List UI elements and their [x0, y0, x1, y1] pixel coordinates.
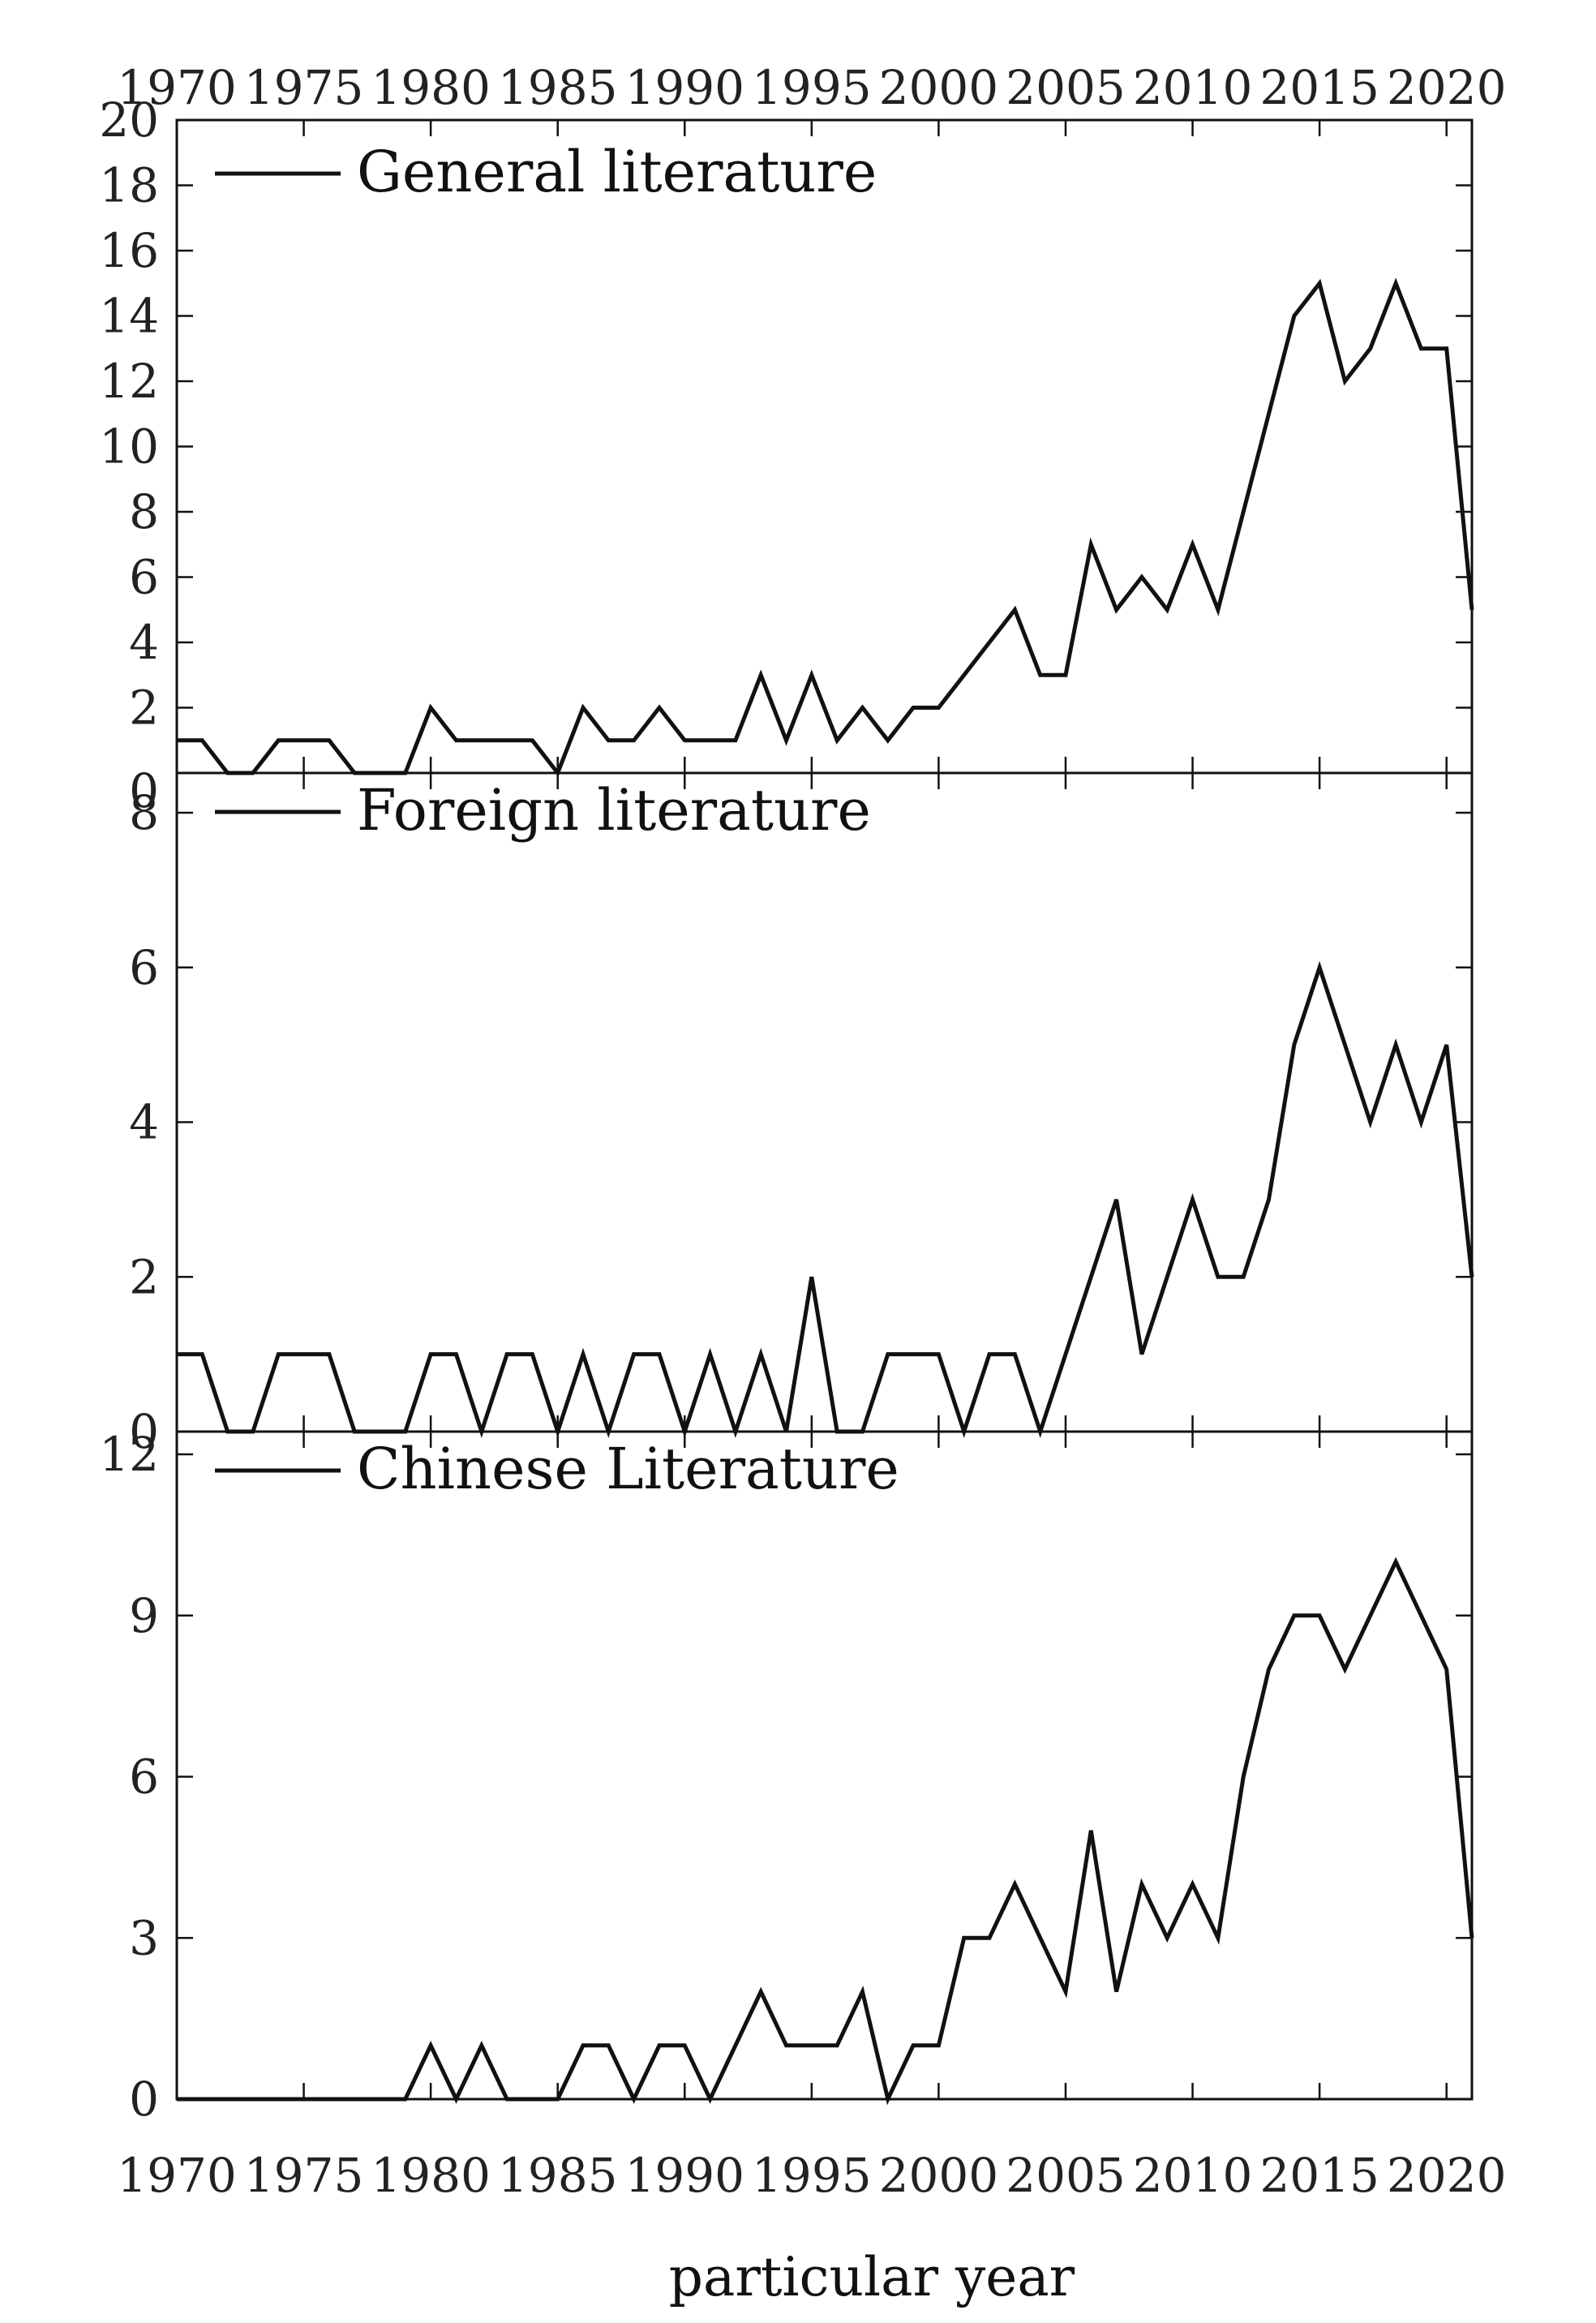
x-tick-label-bottom: 1980 — [371, 2148, 491, 2203]
x-tick-label-bottom: 1995 — [752, 2148, 872, 2203]
y-tick-label: 2 — [129, 681, 159, 736]
y-tick-label: 20 — [99, 92, 159, 148]
y-tick-label: 3 — [129, 1910, 159, 1965]
x-tick-label-bottom: 1990 — [624, 2148, 744, 2203]
y-tick-label: 12 — [99, 1427, 159, 1482]
x-tick-label-bottom: 2015 — [1259, 2148, 1379, 2203]
y-tick-label: 4 — [129, 1095, 159, 1150]
panels-layer: 0 2 4 6 8 10 12 14 16 18 20 General literature 0 2 4 6 8… — [99, 92, 1474, 2127]
y-tick-label: 9 — [129, 1588, 159, 1643]
y-tick-label: 0 — [129, 763, 159, 818]
panel-frame — [175, 1430, 1474, 2101]
x-tick-label-top: 1990 — [624, 60, 744, 115]
x-tick-label-top: 1985 — [498, 60, 618, 115]
x-tick-label-top: 2020 — [1387, 60, 1507, 115]
x-tick-label-bottom: 1985 — [498, 2148, 618, 2203]
legend-label: General literature — [357, 139, 877, 205]
y-tick-label: 6 — [129, 940, 159, 995]
x-tick-label-bottom: 1970 — [117, 2148, 237, 2203]
x-tick-label-top: 2000 — [879, 60, 999, 115]
y-tick-label: 2 — [129, 1249, 159, 1304]
x-tick-label-top: 2005 — [1006, 60, 1126, 115]
x-tick-label-top: 2015 — [1259, 60, 1379, 115]
y-tick-label: 4 — [129, 615, 159, 670]
y-tick-label: 16 — [99, 223, 159, 278]
panel-3: 0 3 6 9 12 Chinese Literature — [99, 1427, 1474, 2127]
x-axis-title: particular year — [669, 2246, 1075, 2308]
x-tick-label-top: 1995 — [752, 60, 872, 115]
y-tick-label: 12 — [99, 354, 159, 409]
axes-layer: 1970197019751975198019801985198519901990… — [117, 60, 1506, 2203]
panel-1: 0 2 4 6 8 10 12 14 16 18 20 General literature — [99, 92, 1474, 818]
x-tick-label-bottom: 1975 — [244, 2148, 364, 2203]
x-tick-label-bottom: 2000 — [879, 2148, 999, 2203]
x-tick-label-bottom: 2020 — [1387, 2148, 1507, 2203]
x-tick-label-top: 1980 — [371, 60, 491, 115]
y-tick-label: 8 — [129, 785, 159, 840]
y-tick-label: 0 — [129, 2072, 159, 2127]
x-tick-label-bottom: 2010 — [1133, 2148, 1253, 2203]
legend-label: Foreign literature — [357, 777, 871, 844]
x-tick-label-top: 2010 — [1133, 60, 1253, 115]
y-tick-label: 10 — [99, 419, 159, 474]
y-tick-label: 14 — [99, 289, 159, 344]
x-tick-label-top: 1970 — [117, 60, 237, 115]
y-tick-label: 8 — [129, 484, 159, 539]
y-tick-label: 6 — [129, 1750, 159, 1805]
x-tick-label-bottom: 2005 — [1006, 2148, 1126, 2203]
x-tick-label-top: 1975 — [244, 60, 364, 115]
legend-label: Chinese Literature — [357, 1436, 899, 1502]
y-tick-label: 18 — [99, 158, 159, 213]
y-tick-label: 0 — [129, 1404, 159, 1459]
y-tick-label: 6 — [129, 550, 159, 605]
series-line-3 — [177, 1557, 1474, 2106]
